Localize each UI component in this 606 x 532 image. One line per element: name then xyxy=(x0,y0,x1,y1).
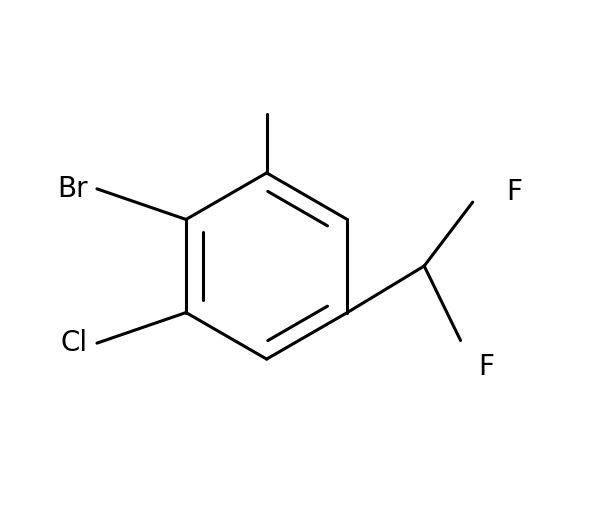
Text: Br: Br xyxy=(57,175,88,203)
Text: F: F xyxy=(479,353,494,381)
Text: Cl: Cl xyxy=(61,329,88,357)
Text: F: F xyxy=(506,178,522,205)
